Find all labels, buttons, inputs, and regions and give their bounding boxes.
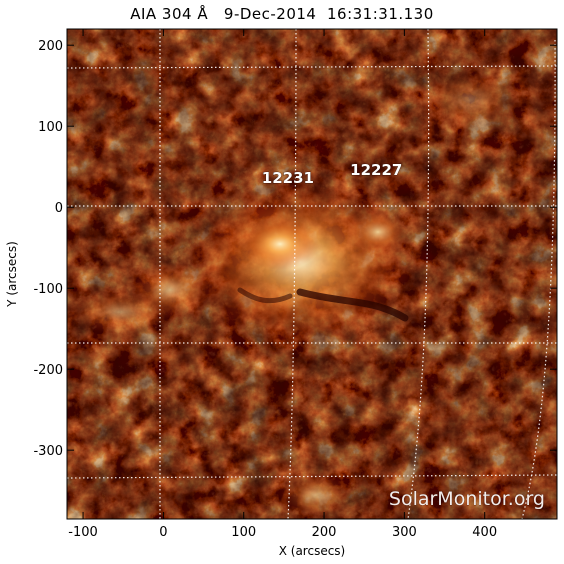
x-axis: -100 0 100 200 300 400 — [68, 29, 497, 540]
filament — [296, 288, 409, 322]
y-tick-label: -100 — [33, 282, 63, 297]
x-tick-label: 300 — [392, 525, 417, 540]
plot-frame — [66, 28, 558, 520]
grid-latitude-line — [67, 65, 557, 69]
y-tick-label: 0 — [55, 201, 63, 216]
active-region-label: 12227 — [350, 161, 402, 179]
active-region-label: 12231 — [262, 169, 314, 187]
grid-longitude-line — [407, 29, 430, 519]
x-tick-label: 100 — [231, 525, 256, 540]
y-tick-label: -200 — [33, 363, 63, 378]
x-tick-label: -100 — [68, 525, 98, 540]
y-tick-label: -300 — [33, 444, 63, 459]
y-axis-title: Y (arcsecs) — [5, 241, 19, 308]
y-tick-label: 100 — [38, 120, 63, 135]
x-tick-label: 400 — [472, 525, 497, 540]
coordinate-grid — [67, 29, 557, 519]
grid-latitude-line — [67, 474, 557, 479]
grid-longitude-line — [521, 39, 556, 519]
grid-longitude-line — [287, 29, 297, 519]
watermark-text: SolarMonitor.org — [389, 488, 545, 510]
solar-image: 12231 12227 SolarMonitor.org — [67, 29, 557, 519]
y-tick-label: 200 — [38, 39, 63, 54]
x-axis-title: X (arcsecs) — [279, 544, 346, 558]
active-region-labels: 12231 12227 — [262, 160, 403, 187]
plot-title: AIA 304 Å 9-Dec-2014 16:31:31.130 — [130, 5, 434, 23]
x-tick-label: 0 — [159, 525, 167, 540]
y-axis: 200 100 0 -100 -200 -300 — [33, 39, 557, 459]
x-tick-label: 200 — [312, 525, 337, 540]
